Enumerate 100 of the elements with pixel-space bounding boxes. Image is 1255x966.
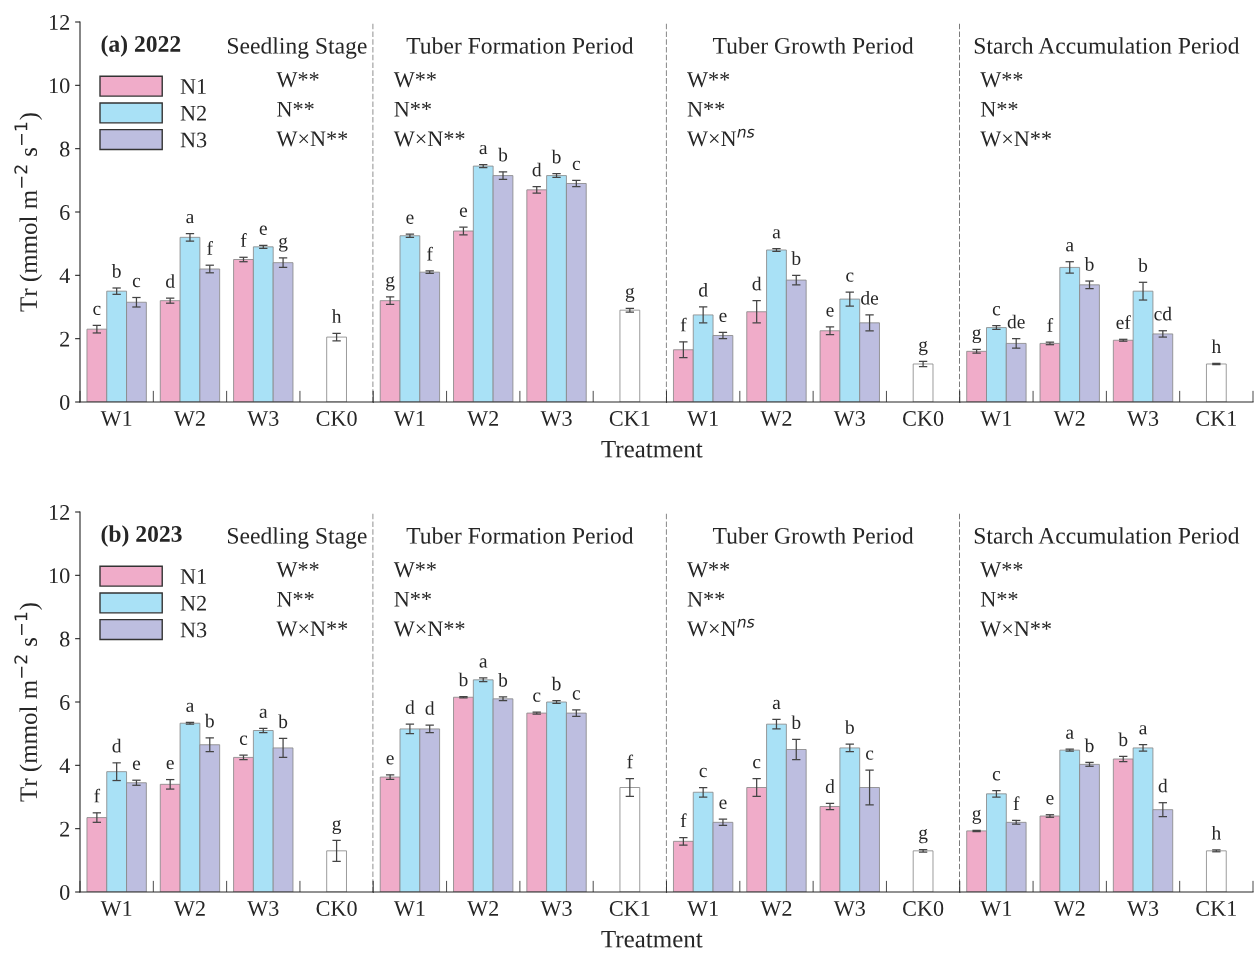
y-tick-label: 2 xyxy=(60,331,70,347)
x-tick-label: W2 xyxy=(173,901,205,917)
bar xyxy=(326,850,347,892)
data-label: b xyxy=(278,714,288,729)
annotation: W×N** xyxy=(393,131,465,147)
data-label: c xyxy=(572,160,581,171)
data-label: e xyxy=(406,214,414,224)
data-label: c xyxy=(866,750,874,760)
data-label: g xyxy=(972,328,982,344)
data-label: d xyxy=(405,700,415,714)
data-label: c xyxy=(992,771,1001,781)
chart-title: Starch Accumulation Period xyxy=(974,37,1240,54)
data-label: c xyxy=(132,277,141,288)
x-tick-label: CK1 xyxy=(1196,411,1236,426)
data-label: d xyxy=(1158,778,1168,793)
y-tick-label: 12 xyxy=(50,504,70,520)
y-tick-label: 6 xyxy=(60,204,70,220)
x-tick-label: W3 xyxy=(247,411,279,427)
data-label: d xyxy=(752,276,762,291)
x-tick-label: W1 xyxy=(393,901,425,917)
x-tick-label: W3 xyxy=(833,901,865,917)
data-label: a xyxy=(186,213,195,224)
x-axis-title: Treatment xyxy=(601,440,703,458)
data-label: a xyxy=(772,229,781,239)
data-label: b xyxy=(111,264,121,278)
data-label: c xyxy=(699,767,707,778)
x-tick-label: W1 xyxy=(100,411,132,427)
annotation: W** xyxy=(980,72,1023,88)
data-label: a xyxy=(186,702,195,712)
data-label: b xyxy=(1118,732,1128,747)
data-label: a xyxy=(259,708,268,718)
data-label: d xyxy=(425,701,435,715)
x-tick-label: W3 xyxy=(247,901,279,917)
y-tick-label: 12 xyxy=(50,14,70,30)
annotation: N** xyxy=(277,591,314,607)
data-label: f xyxy=(240,233,247,247)
data-label: b xyxy=(1138,258,1148,273)
data-label: f xyxy=(1047,317,1054,332)
data-label: b xyxy=(551,149,561,164)
annotation: W** xyxy=(276,72,319,88)
y-tick-label: 6 xyxy=(60,694,70,710)
x-tick-label: W3 xyxy=(833,411,865,427)
legend-label: N1 xyxy=(180,79,206,94)
x-tick-label: W1 xyxy=(687,411,718,427)
x-tick-label: CK0 xyxy=(903,410,944,426)
data-label: f xyxy=(94,788,101,803)
x-tick-label: W1 xyxy=(100,901,132,917)
annotation: W** xyxy=(980,562,1023,578)
y-tick-label: 10 xyxy=(50,78,70,94)
data-label: g xyxy=(919,340,928,356)
data-label: a xyxy=(1066,242,1074,252)
x-tick-label: W2 xyxy=(760,411,792,427)
legend-label: N3 xyxy=(180,132,207,148)
legend-label: N1 xyxy=(180,569,206,584)
y-tick-label: 8 xyxy=(60,141,70,157)
text: (a) 2022 xyxy=(101,35,181,57)
bar xyxy=(326,336,347,402)
data-label: a xyxy=(772,699,781,710)
y-tick-label: 8 xyxy=(60,631,70,647)
y-tick-label: 4 xyxy=(59,268,70,284)
annotation: N** xyxy=(394,591,431,607)
data-label: c xyxy=(846,272,854,282)
annotation: W×N$^{ns}$ xyxy=(687,618,755,637)
text: Seedling Stage xyxy=(227,527,367,549)
data-label: e xyxy=(259,225,267,235)
data-label: d xyxy=(699,283,708,297)
data-label: c xyxy=(753,759,761,769)
annotation: W** xyxy=(276,562,319,578)
data-label: g xyxy=(919,829,928,844)
x-tick-label: W3 xyxy=(540,411,572,427)
annotation: W×N** xyxy=(276,621,348,637)
data-label: h xyxy=(1211,825,1221,840)
x-tick-label: CK1 xyxy=(1196,901,1236,916)
x-tick-label: W1 xyxy=(393,411,425,427)
data-label: b xyxy=(204,713,214,728)
data-label: b xyxy=(498,672,508,687)
data-label: d xyxy=(532,162,542,177)
data-label: b xyxy=(844,720,854,734)
x-tick-label: W1 xyxy=(687,901,718,917)
y-tick-label: 2 xyxy=(60,821,70,837)
data-label: a xyxy=(479,658,488,668)
data-label: a xyxy=(1139,725,1148,735)
annotation: W×N** xyxy=(980,131,1051,147)
legend-label: N2 xyxy=(180,105,206,121)
x-tick-label: W1 xyxy=(980,411,1012,427)
x-tick-label: W2 xyxy=(467,411,499,427)
x-tick-label: CK0 xyxy=(316,410,357,426)
data-label: b xyxy=(1084,738,1094,753)
data-label: g xyxy=(279,237,288,252)
y-tick-label: 10 xyxy=(50,568,70,584)
x-tick-label: CK0 xyxy=(316,900,357,916)
data-label: e xyxy=(459,207,468,217)
data-label: g xyxy=(332,819,342,835)
annotation: W×N$^{ns}$ xyxy=(687,128,755,147)
legend-label: N3 xyxy=(180,622,207,638)
data-label: f xyxy=(427,246,433,261)
data-label: c xyxy=(572,690,581,700)
data-label: b xyxy=(791,251,801,266)
data-label: b xyxy=(551,676,561,691)
data-label: g xyxy=(625,287,635,302)
